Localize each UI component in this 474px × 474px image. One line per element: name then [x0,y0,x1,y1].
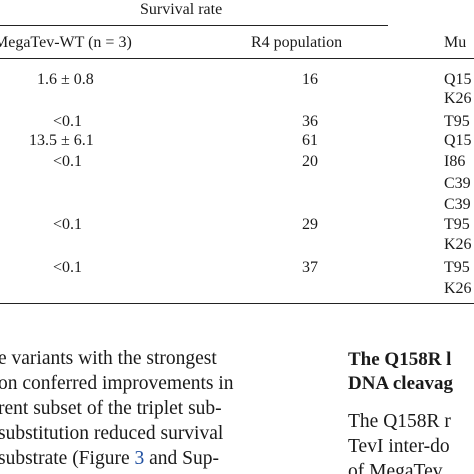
mutation-cell: C39 [444,196,471,213]
r4-cell: 61 [302,132,318,149]
table-bottom-rule [0,303,474,304]
col-header-megatev-wt: MegaTev-WT (n = 3) [0,34,132,51]
body-line: e variants with the strongest [0,348,217,369]
section-heading-line: DNA cleavag [348,373,454,394]
header-rule [0,58,474,59]
r4-cell: 29 [302,216,318,233]
body-line: TevI inter-do [348,436,450,457]
survival-cell: <0.1 [53,113,83,130]
body-line: substrate (Figure 3 and Sup- [0,446,219,471]
survival-cell: <0.1 [53,216,83,233]
body-line: rent subset of the triplet sub- [0,398,222,419]
figure-reference-link[interactable]: 3 [134,448,145,469]
section-heading-line: The Q158R l [348,349,452,370]
col-header-r4-population: R4 population [251,34,343,51]
survival-cell: 13.5 ± 6.1 [29,132,94,149]
r4-cell: 36 [302,113,318,130]
mutation-cell: Q15 [444,132,472,149]
survival-cell: <0.1 [53,153,83,170]
r4-cell: 20 [302,153,318,170]
r4-cell: 16 [302,71,318,88]
mutation-cell: T95 [444,113,470,130]
body-line: The Q158R r [348,411,451,432]
survival-cell: <0.1 [53,259,83,276]
mutation-cell: Q15 [444,71,472,88]
mutation-cell: T95 [444,259,470,276]
r4-cell: 37 [302,259,318,276]
mutation-cell: C39 [444,175,471,192]
mutation-cell: K26 [444,236,472,253]
body-line: of MegaTev [348,461,443,474]
mutation-cell: K26 [444,280,472,297]
body-line-tail: and Sup- [144,448,219,469]
body-line: on conferred improvements in [0,373,234,394]
mutation-cell: I86 [444,153,466,170]
body-line: substitution reduced survival [0,423,224,444]
spanner-rule [0,25,388,26]
survival-cell: 1.6 ± 0.8 [37,71,94,88]
body-line-text: substrate (Figure [0,448,135,469]
mutation-cell: K26 [444,90,472,107]
col-header-mutations: Mu [444,34,467,51]
survival-rate-spanner: Survival rate [140,1,223,18]
mutation-cell: T95 [444,216,470,233]
